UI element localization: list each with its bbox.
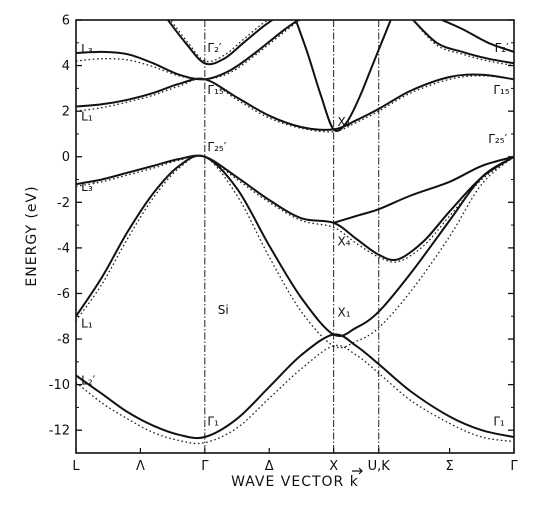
band-curve-solid [76,333,514,440]
band-curve-solid [439,20,514,53]
kpoint-label: U,K [368,459,391,474]
band-curve-solid [76,20,300,81]
y-tick-label: -2 [57,196,70,211]
kpoint-label: X [329,459,338,474]
y-tick-label: -12 [49,424,70,439]
point-label: X₄ [338,235,351,249]
kpoint-label: Γ [201,459,209,474]
point-label: X₁ [338,305,351,319]
band-curve-solid [166,20,275,66]
point-label: L₃′ [81,180,95,194]
band-curve-solid [411,20,514,65]
band-curve-solid [76,154,514,338]
point-label: Γ₁ [493,415,505,429]
point-label: Si [218,303,229,317]
symmetry-lines [204,20,380,453]
band-curve-dotted [76,20,302,81]
vector-arrow-icon [352,467,363,475]
point-label: Γ₂′ [207,41,221,55]
x-axis-title: WAVE VECTOR k [231,474,359,490]
y-tick-label: 0 [62,150,70,165]
kpoint-label: Σ [445,459,453,474]
y-tick-label: -6 [57,287,70,302]
point-label: Γ₂₅′ [488,132,507,146]
band-curve-solid [294,20,392,132]
kpoint-label: L [72,459,80,474]
point-label: Γ₁₅ [207,83,223,97]
point-label: Γ₂₅′ [207,140,226,154]
y-tick-label: -4 [57,241,70,256]
band-curve-solid [76,73,514,131]
band-curve-dotted [76,154,514,349]
x-axis-kpoints: L Λ Γ Δ X U,K Σ Γ [72,448,518,474]
y-axis-title: ENERGY (eV) [24,185,40,286]
kpoint-label: Γ [510,459,518,474]
band-curve-dotted [412,20,514,67]
y-tick-label: -8 [57,333,70,348]
y-tick-label: 6 [62,14,70,29]
band-curve-solid [76,154,514,262]
point-label: L₁ [81,317,93,331]
point-label: Γ₁ [207,415,219,429]
plot-frame [75,19,515,454]
point-label: X₁ [338,115,351,129]
band-curve-dotted [76,154,514,263]
point-label: L₃ [81,42,93,56]
y-tick-label: 4 [62,59,70,74]
y-tick-label: 2 [62,105,70,120]
point-label: L₁ [81,109,93,123]
point-label: L₂′ [81,374,95,388]
point-label: Γ₁₅ [493,83,509,97]
kpoint-label: Λ [136,459,145,474]
kpoint-label: Δ [265,459,274,474]
band-curves [76,20,514,445]
y-tick-label: -10 [49,378,70,393]
band-curve-dotted [76,75,514,133]
y-axis-ticks: 6 4 2 0 -2 -4 -6 -8 -10 -12 [49,14,514,439]
band-curve-solid [333,155,514,224]
point-labels: L₃ L₁ L₃′ L₁ L₂′ Γ₂′ Γ₁₅ Γ₂₅′ Γ₁ X₁ X₄ X₁ Γ₂′ Γ₁₅ Γ₂₅′… [81,41,510,429]
band-curve-dotted [169,20,270,63]
point-label: Γ₂′ [495,41,509,55]
